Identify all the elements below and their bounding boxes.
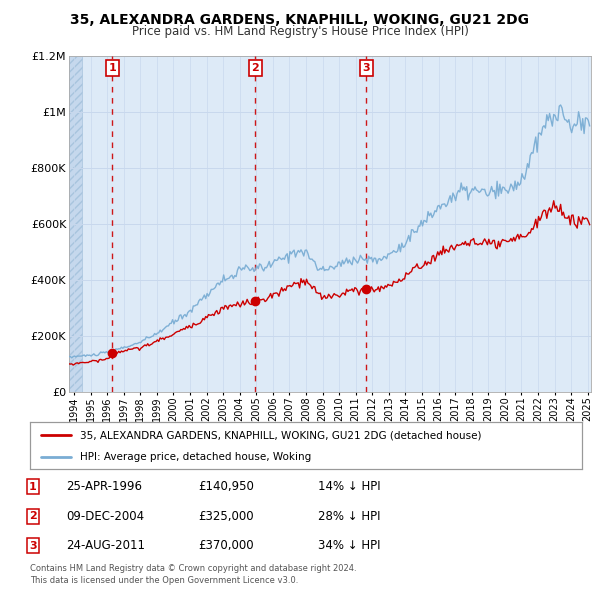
Text: 09-DEC-2004: 09-DEC-2004 xyxy=(66,510,144,523)
Text: 2: 2 xyxy=(251,63,259,73)
Text: 3: 3 xyxy=(362,63,370,73)
Text: 3: 3 xyxy=(29,541,37,550)
Text: 24-AUG-2011: 24-AUG-2011 xyxy=(66,539,145,552)
Bar xyxy=(69,56,82,392)
Text: 25-APR-1996: 25-APR-1996 xyxy=(66,480,142,493)
Text: £140,950: £140,950 xyxy=(198,480,254,493)
Text: 1: 1 xyxy=(109,63,116,73)
Text: 28% ↓ HPI: 28% ↓ HPI xyxy=(318,510,380,523)
Text: 14% ↓ HPI: 14% ↓ HPI xyxy=(318,480,380,493)
Text: 35, ALEXANDRA GARDENS, KNAPHILL, WOKING, GU21 2DG: 35, ALEXANDRA GARDENS, KNAPHILL, WOKING,… xyxy=(71,13,530,27)
Text: £370,000: £370,000 xyxy=(198,539,254,552)
Text: 35, ALEXANDRA GARDENS, KNAPHILL, WOKING, GU21 2DG (detached house): 35, ALEXANDRA GARDENS, KNAPHILL, WOKING,… xyxy=(80,430,481,440)
Text: HPI: Average price, detached house, Woking: HPI: Average price, detached house, Woki… xyxy=(80,453,311,462)
Text: 1: 1 xyxy=(29,482,37,491)
Text: 2: 2 xyxy=(29,512,37,521)
Text: 34% ↓ HPI: 34% ↓ HPI xyxy=(318,539,380,552)
Text: Price paid vs. HM Land Registry's House Price Index (HPI): Price paid vs. HM Land Registry's House … xyxy=(131,25,469,38)
Text: £325,000: £325,000 xyxy=(198,510,254,523)
Text: Contains HM Land Registry data © Crown copyright and database right 2024.
This d: Contains HM Land Registry data © Crown c… xyxy=(30,565,356,585)
